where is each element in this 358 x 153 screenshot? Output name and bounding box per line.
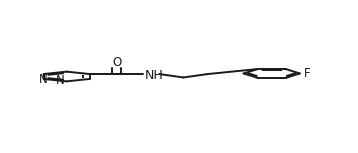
Text: NH: NH [145, 69, 164, 82]
Text: O: O [112, 56, 121, 69]
Text: N: N [39, 73, 48, 86]
Text: N: N [56, 74, 65, 87]
Text: F: F [304, 67, 311, 80]
